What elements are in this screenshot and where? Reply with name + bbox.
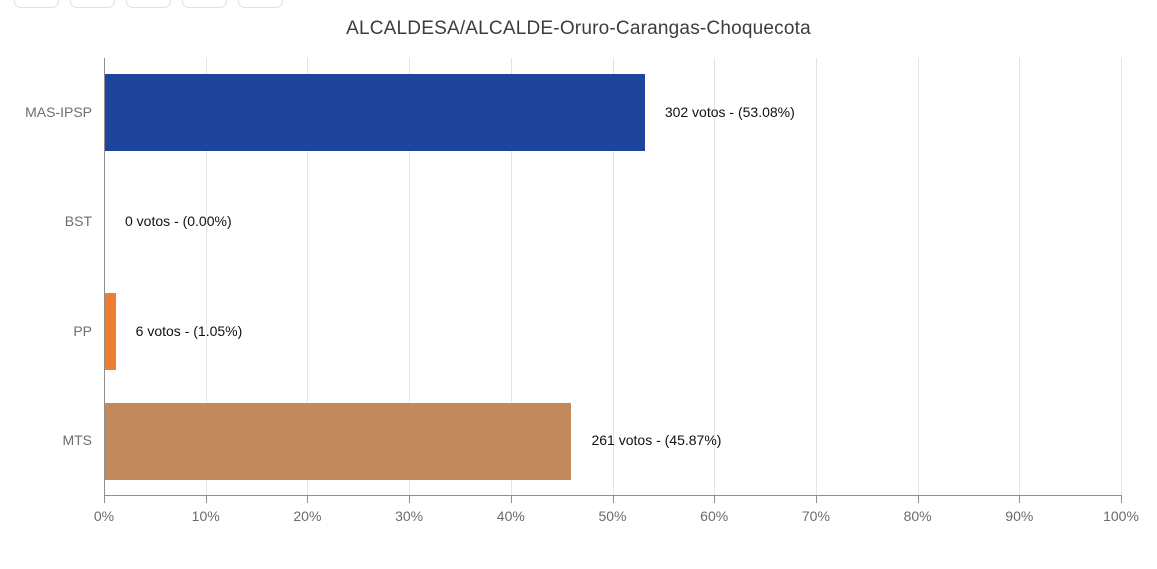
gridline-100%: [1121, 58, 1122, 496]
x-axis-tick-label-30%: 30%: [395, 508, 424, 524]
x-axis-tick-label-20%: 20%: [293, 508, 322, 524]
x-axis-tick-label-50%: 50%: [598, 508, 627, 524]
category-label-mts: MTS: [62, 432, 92, 449]
x-axis-tick-label-100%: 100%: [1103, 508, 1139, 524]
gridline-30%: [409, 58, 411, 496]
x-axis-tick-50%: [612, 495, 614, 503]
x-axis-tick-40%: [510, 495, 512, 503]
category-label-bst: BST: [64, 213, 92, 230]
x-axis-tick-20%: [307, 495, 309, 503]
x-axis-tick-30%: [409, 495, 411, 503]
x-axis-tick-80%: [917, 495, 919, 503]
value-label-bst: 0 votos - (0.00%): [125, 213, 232, 230]
x-axis-tick-label-80%: 80%: [903, 508, 932, 524]
gridline-10%: [205, 58, 207, 496]
gridline-50%: [612, 58, 614, 496]
x-axis-tick-60%: [714, 495, 716, 503]
x-axis-tick-label-60%: 60%: [700, 508, 729, 524]
x-axis-tick-label-70%: 70%: [801, 508, 830, 524]
gridline-70%: [815, 58, 817, 496]
gridline-80%: [917, 58, 919, 496]
x-axis-tick-10%: [205, 495, 207, 503]
bar-mts: [105, 402, 572, 480]
category-label-pp: PP: [73, 322, 92, 339]
x-axis-tick-label-10%: 10%: [191, 508, 220, 524]
bar-pp: [105, 293, 116, 371]
x-axis-tick-label-90%: 90%: [1005, 508, 1034, 524]
toolbar-button-5[interactable]: [238, 0, 283, 8]
x-axis-tick-100%: [1121, 495, 1122, 503]
chart-title: ALCALDESA/ALCALDE-Oruro-Carangas-Choquec…: [346, 18, 811, 39]
y-axis-line: [104, 58, 105, 496]
value-label-mts: 261 votos - (45.87%): [591, 432, 722, 449]
toolbar-button-3[interactable]: [126, 0, 171, 8]
toolbar-button-2[interactable]: [70, 0, 115, 8]
toolbar-button-1[interactable]: [14, 0, 59, 8]
gridline-90%: [1019, 58, 1021, 496]
x-axis-tick-70%: [815, 495, 817, 503]
value-label-pp: 6 votos - (1.05%): [135, 322, 243, 339]
x-axis-tick-label-40%: 40%: [496, 508, 525, 524]
x-axis-tick-label-0%: 0%: [93, 508, 115, 524]
bar-mas-ipsp: [105, 74, 645, 152]
toolbar-button-4[interactable]: [182, 0, 227, 8]
gridline-60%: [714, 58, 716, 496]
gridline-40%: [510, 58, 512, 496]
category-label-mas-ipsp: MAS-IPSP: [25, 103, 92, 120]
x-axis-tick-0%: [104, 495, 105, 503]
gridline-20%: [307, 58, 309, 496]
value-label-mas-ipsp: 302 votos - (53.08%): [664, 103, 795, 120]
x-axis-tick-90%: [1019, 495, 1021, 503]
